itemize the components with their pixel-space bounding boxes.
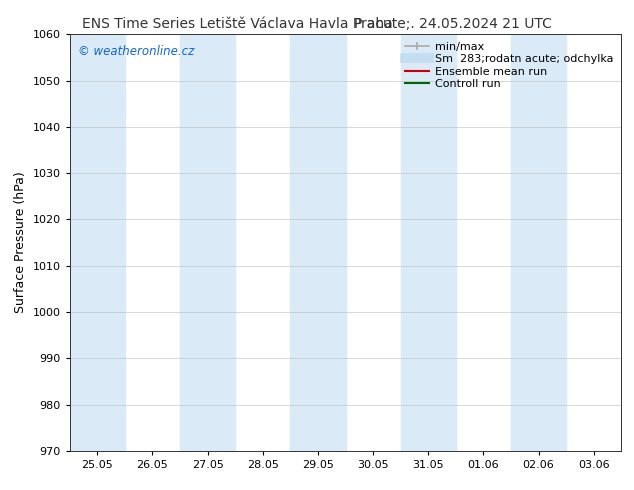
Bar xyxy=(511,34,566,451)
Legend: min/max, Sm  283;rodatn acute; odchylka, Ensemble mean run, Controll run: min/max, Sm 283;rodatn acute; odchylka, … xyxy=(403,40,616,91)
Text: ENS Time Series Letiště Václava Havla Praha: ENS Time Series Letiště Václava Havla Pr… xyxy=(82,17,393,31)
Bar xyxy=(401,34,456,451)
Y-axis label: Surface Pressure (hPa): Surface Pressure (hPa) xyxy=(14,172,27,314)
Bar xyxy=(180,34,235,451)
Bar xyxy=(290,34,346,451)
Text: P acute;. 24.05.2024 21 UTC: P acute;. 24.05.2024 21 UTC xyxy=(354,17,552,31)
Bar xyxy=(70,34,125,451)
Text: © weatheronline.cz: © weatheronline.cz xyxy=(78,45,194,58)
